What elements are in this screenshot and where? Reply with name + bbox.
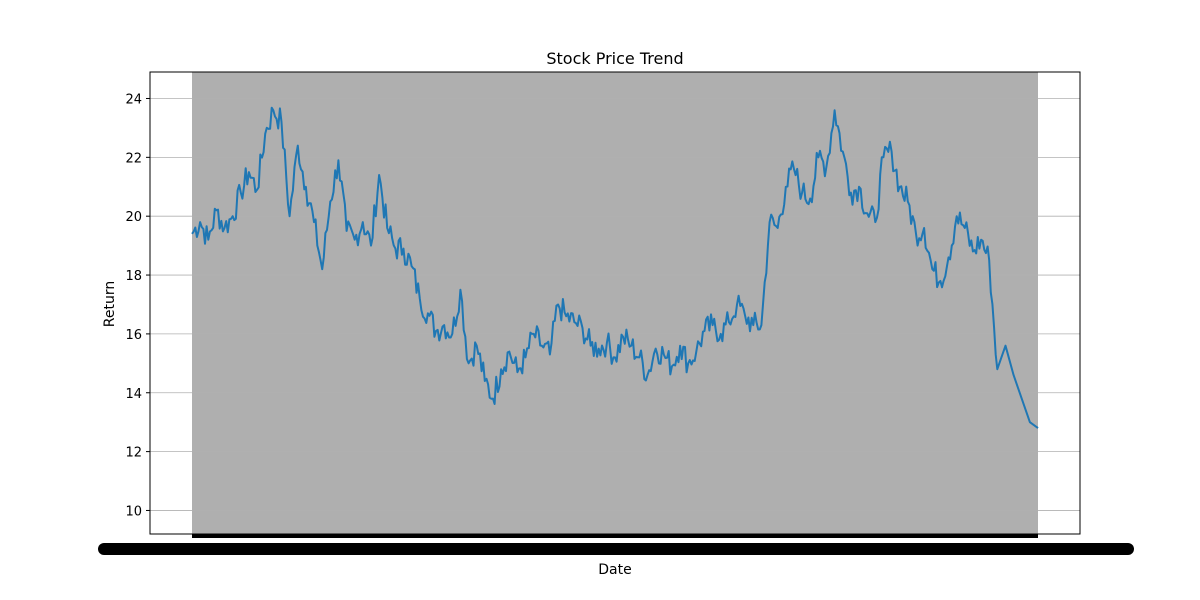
y-tick-label: 10 [125, 504, 142, 519]
x-axis [98, 534, 1134, 555]
y-axis-label: Return [102, 281, 118, 327]
x-tick-marks [192, 534, 1038, 538]
shaded-span [192, 72, 1038, 534]
y-tick-label: 24 [125, 92, 142, 107]
y-tick-label: 14 [125, 387, 142, 402]
y-tick-label: 22 [125, 151, 142, 166]
y-axis: 10 12 14 16 18 20 22 24 [125, 92, 150, 519]
y-tick-label: 16 [125, 328, 142, 343]
y-tick-label: 12 [125, 446, 142, 461]
x-tick-labels-overlapping [98, 543, 1134, 555]
series-line [191, 106, 1039, 429]
y-tick-label: 20 [125, 210, 142, 225]
y-tick-label: 18 [125, 269, 142, 284]
chart-title: Stock Price Trend [546, 49, 683, 68]
grid-lines [150, 98, 1080, 511]
x-axis-label: Date [598, 562, 631, 578]
